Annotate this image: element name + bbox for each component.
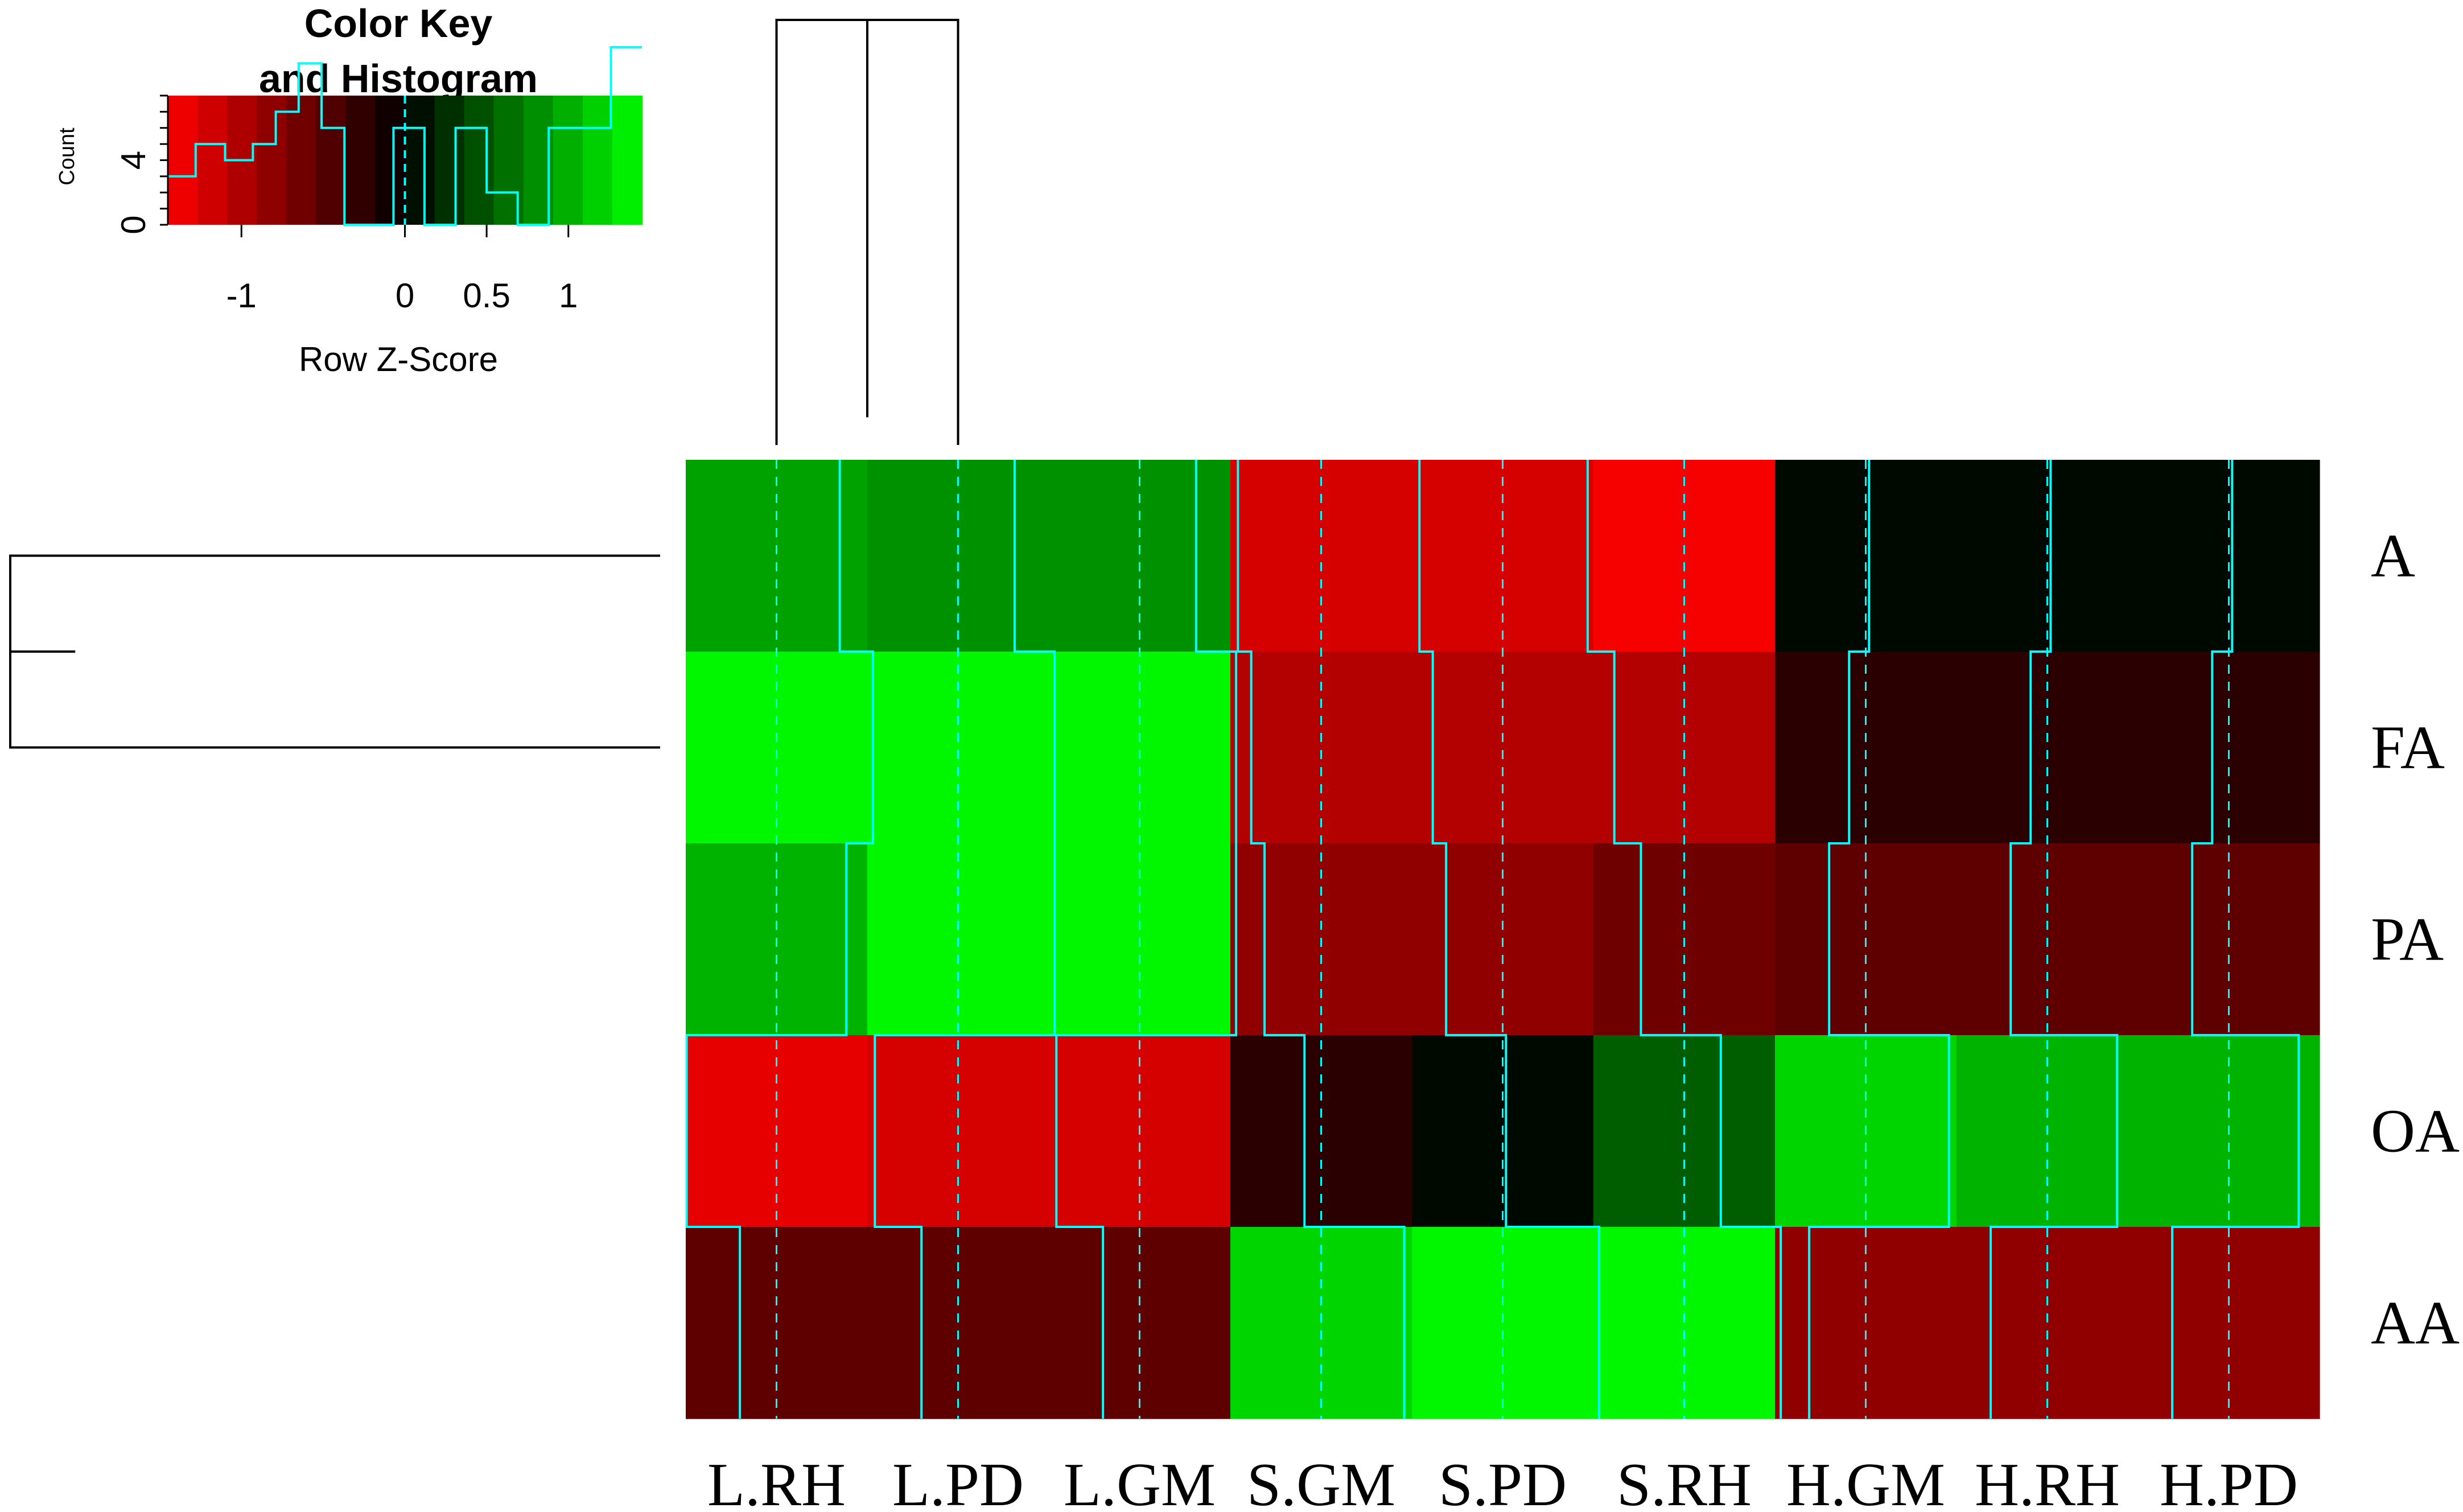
color-key-x-tick-label: -1 <box>226 277 257 315</box>
row-label: FA <box>2371 714 2445 782</box>
row-dendrogram <box>9 554 660 749</box>
color-key-x-tick-label: 1 <box>559 277 578 315</box>
column-label: L.GM <box>1064 1451 1216 1512</box>
heatmap-cell <box>1593 652 1776 844</box>
row-label: PA <box>2371 906 2444 974</box>
heatmap-cell <box>1957 460 2139 652</box>
column-label: S.GM <box>1247 1451 1395 1512</box>
heatmap-cell <box>1049 652 1231 844</box>
color-key-xlabel: Row Z-Score <box>299 340 498 378</box>
column-label: S.PD <box>1439 1451 1567 1512</box>
heatmap-cell <box>686 652 868 844</box>
column-label: L.RH <box>707 1451 846 1512</box>
heatmap-cell <box>1230 460 1412 652</box>
color-key-y-tick-label: 4 <box>114 151 153 170</box>
color-key-title-line1: Color Key <box>304 1 493 46</box>
heatmap-cell <box>1957 652 2139 844</box>
column-label: H.RH <box>1975 1451 2120 1512</box>
heatmap-trace-line <box>685 460 875 1419</box>
heatmap-trace-line <box>1055 460 1238 1419</box>
color-key-gradient <box>168 96 642 225</box>
color-key-strip <box>197 96 228 225</box>
heatmap-cell <box>1412 652 1594 844</box>
heatmap-cell <box>1049 460 1231 652</box>
color-key-ylabel: Count <box>55 127 79 186</box>
heatmap-trace-line <box>2171 460 2300 1419</box>
column-label: L.PD <box>892 1451 1024 1512</box>
column-dendrogram-link <box>775 19 959 445</box>
color-key-histogram <box>168 46 642 226</box>
color-key-strip <box>405 96 435 225</box>
heatmap-cell <box>2138 652 2320 844</box>
color-key-x-tick-label: 0 <box>396 277 414 315</box>
color-key-strip <box>345 96 376 225</box>
color-key-strip <box>375 96 406 225</box>
heatmap-trace-line <box>874 460 1056 1419</box>
column-dendrogram <box>775 19 959 445</box>
heatmap-trace-line <box>1990 460 2119 1419</box>
heatmap-trace-line <box>1586 460 1782 1419</box>
heatmap-cell <box>867 460 1049 652</box>
row-label: A <box>2371 522 2415 590</box>
heatmap-cell <box>2138 460 2320 652</box>
row-label: OA <box>2371 1098 2460 1165</box>
column-label: H.PD <box>2160 1451 2298 1512</box>
color-key-histogram-line <box>168 46 642 226</box>
column-label: H.GM <box>1786 1451 1945 1512</box>
color-key-strip <box>464 96 495 225</box>
heatmap-cell <box>1593 460 1776 652</box>
color-key-x-tick-label: 0.5 <box>463 277 510 315</box>
color-key-strip <box>286 96 317 225</box>
color-key-strip <box>553 96 583 225</box>
heatmap-trace-line <box>1808 460 1950 1419</box>
color-key-strip <box>612 96 642 225</box>
column-labels: L.RH L.PD L.GM S.GM S.PD S.RH H.GM H.RH H.PD <box>707 1451 2298 1512</box>
heatmap-cell <box>867 652 1049 844</box>
color-key-strip <box>582 96 613 225</box>
heatmap-cell <box>1412 460 1594 652</box>
heatmap-trace-line <box>1237 460 1406 1419</box>
heatmap-traces <box>685 460 2300 1419</box>
color-key: Color Key and Histogram 04-1 0 0.5 1 Row Z-… <box>55 1 642 378</box>
heatmap-trace-line <box>1418 460 1601 1419</box>
color-key-axes: 0 4 -1 0 0.5 1 <box>114 94 578 315</box>
color-key-strip <box>168 96 199 225</box>
heatmap-cell <box>1775 460 1957 652</box>
color-key-strip <box>434 96 465 225</box>
row-dendrogram-link <box>9 554 660 749</box>
row-label: AA <box>2371 1289 2460 1357</box>
row-labels: A FA PA OA AA <box>2371 522 2460 1357</box>
column-label: S.RH <box>1617 1451 1752 1512</box>
heatmap-cell <box>1775 652 1957 844</box>
color-key-strip <box>493 96 524 225</box>
heatmap-cell <box>1230 652 1412 844</box>
color-key-strip <box>257 96 287 225</box>
color-key-y-tick-label: 0 <box>114 215 153 234</box>
